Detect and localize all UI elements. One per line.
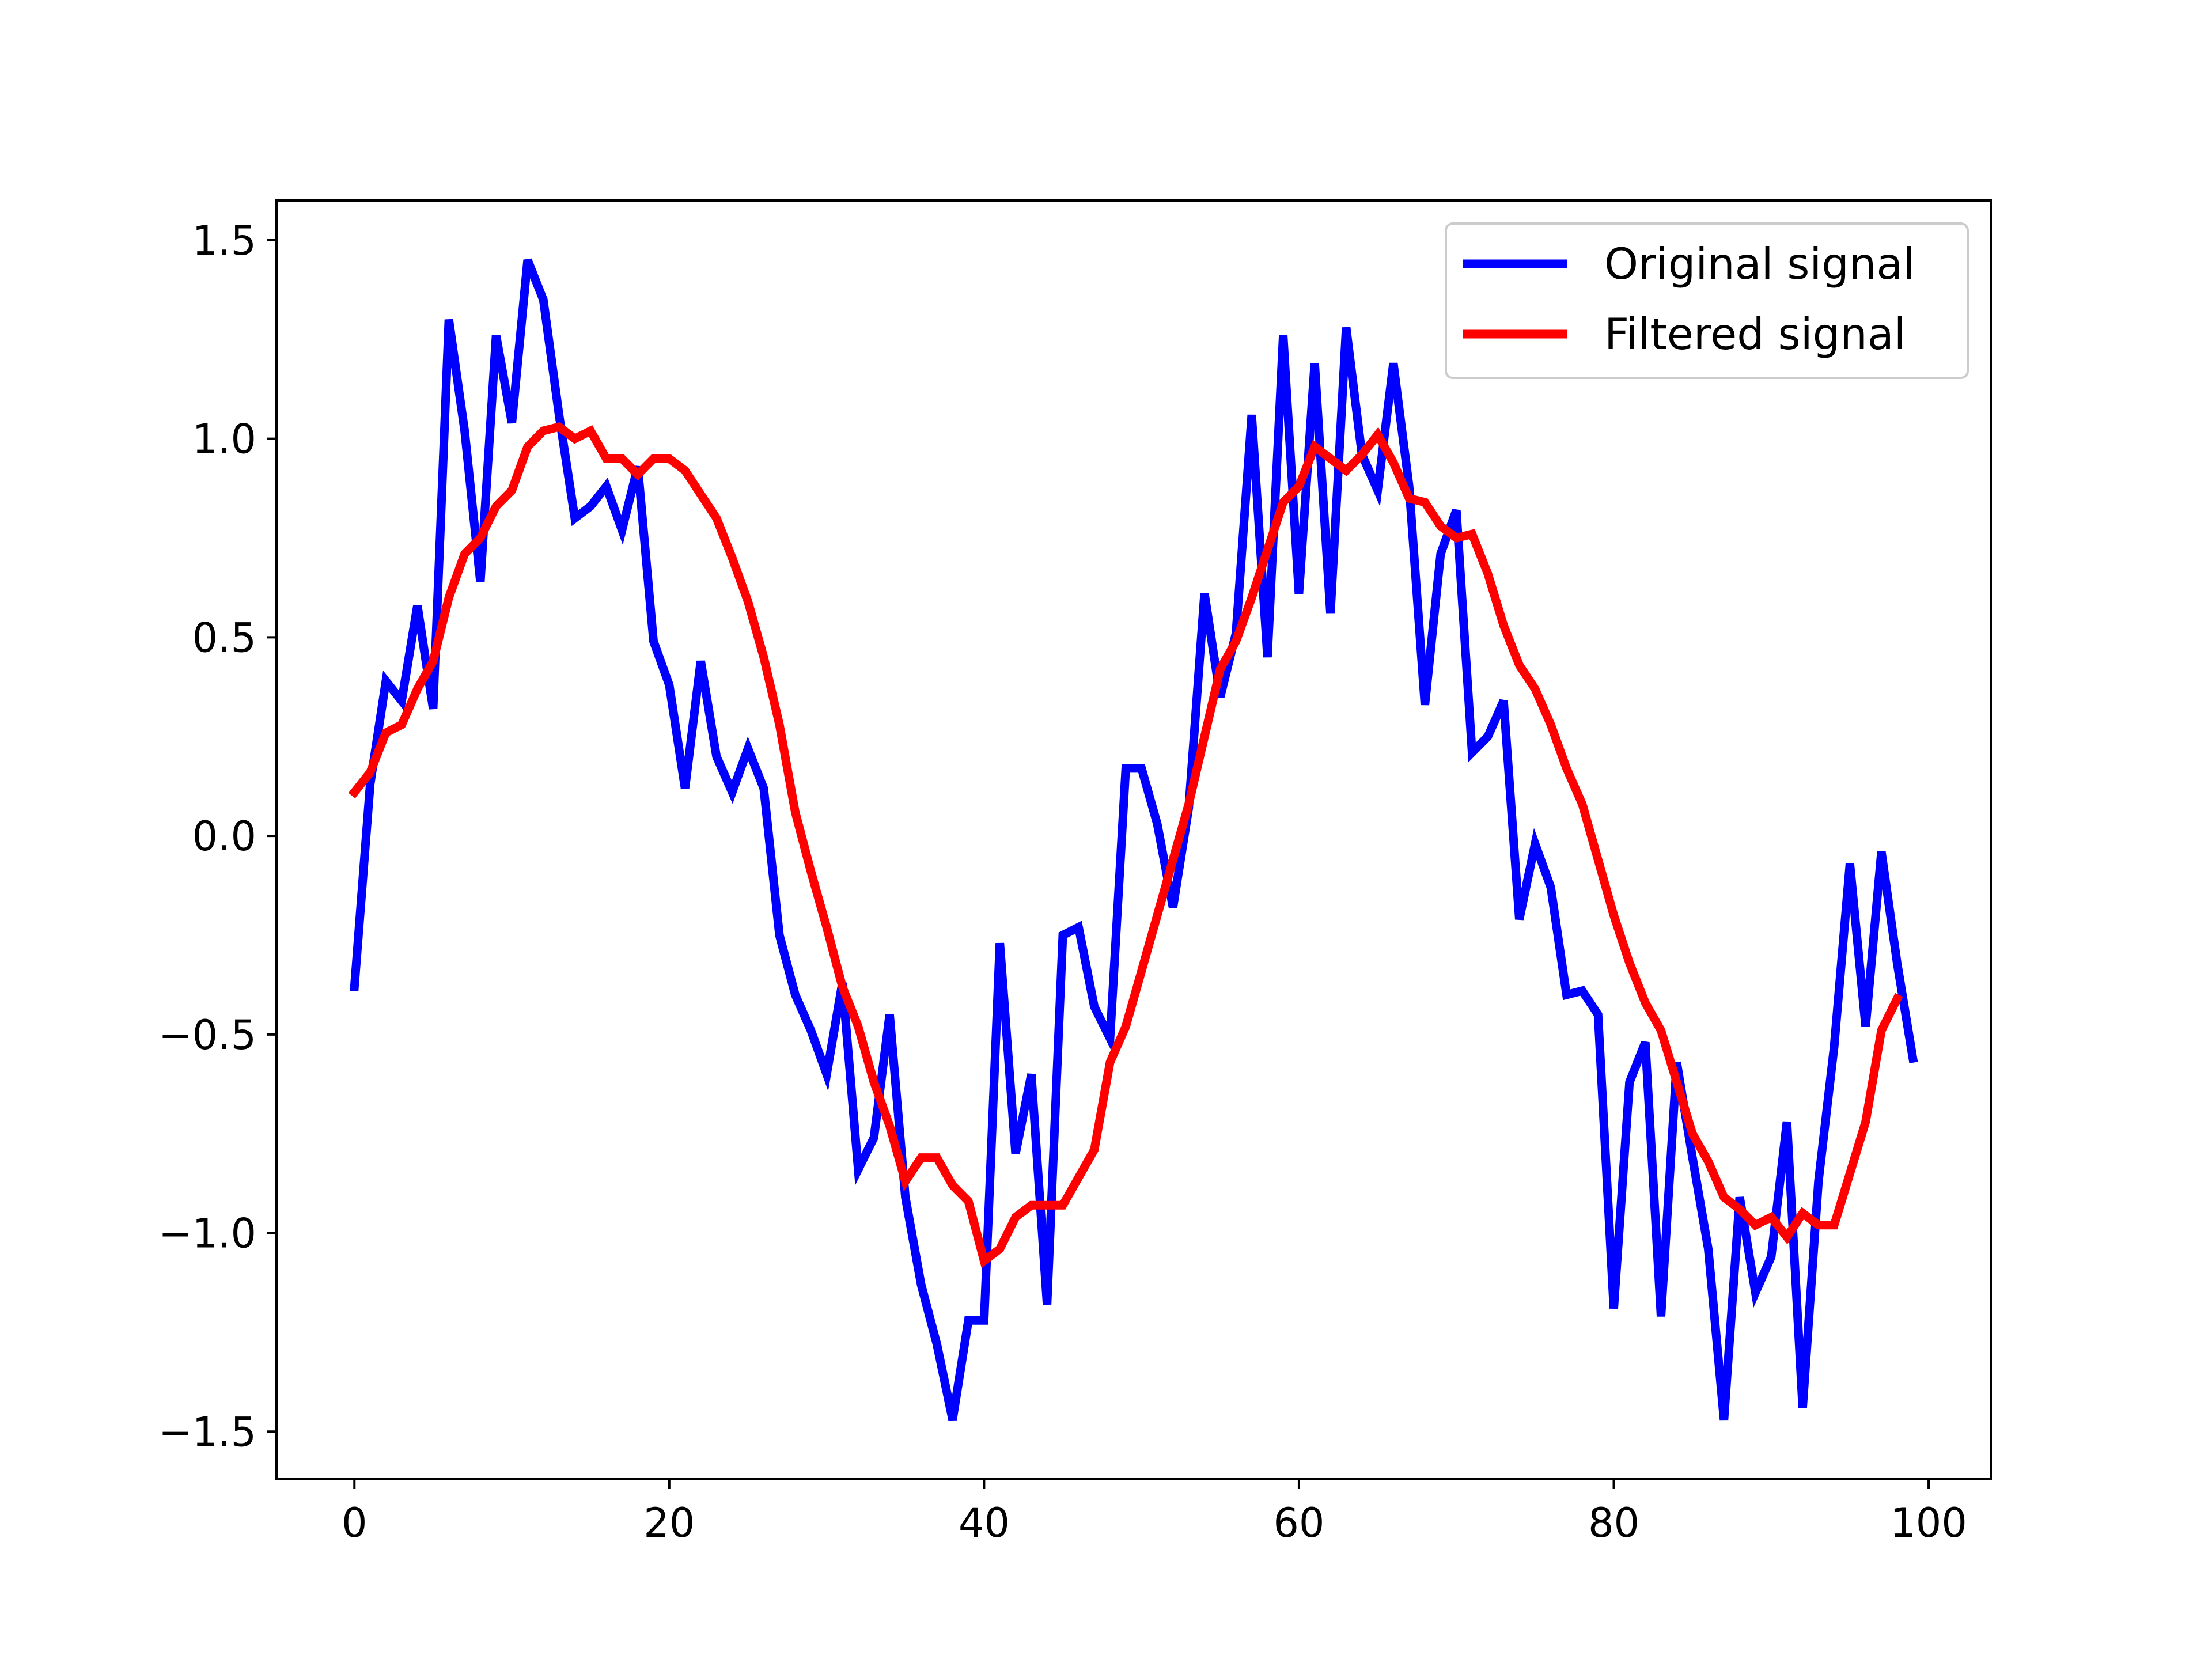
x-tick-label: 60 [1273, 1499, 1324, 1547]
y-axis: −1.5 −1.0 −0.5 0.0 0.5 1.0 1.5 [158, 217, 276, 1456]
y-tick-label: 1.5 [192, 217, 256, 264]
y-tick-label: −1.0 [158, 1210, 256, 1257]
y-tick-label: −1.5 [158, 1408, 256, 1456]
y-tick-label: 0.5 [192, 614, 256, 661]
legend-label-original: Original signal [1604, 238, 1915, 289]
x-axis: 0 20 40 60 80 100 [342, 1479, 1967, 1547]
series-line-original [350, 258, 1918, 1421]
series-layer [348, 258, 1918, 1421]
plot-area-frame [275, 199, 1992, 1480]
x-tick-label: 0 [342, 1499, 368, 1547]
legend: Original signal Filtered signal [1445, 222, 1969, 379]
x-tick-label: 80 [1588, 1499, 1639, 1547]
y-tick-label: −0.5 [158, 1012, 256, 1059]
y-tick-label: 0.0 [192, 813, 256, 860]
y-tick-label: 1.0 [192, 416, 256, 463]
series-line-filtered [348, 422, 1903, 1268]
legend-frame [1445, 222, 1969, 379]
x-tick-label: 40 [959, 1499, 1010, 1547]
x-tick-label: 20 [643, 1499, 695, 1547]
x-tick-label: 100 [1890, 1499, 1967, 1547]
legend-label-filtered: Filtered signal [1604, 309, 1906, 359]
